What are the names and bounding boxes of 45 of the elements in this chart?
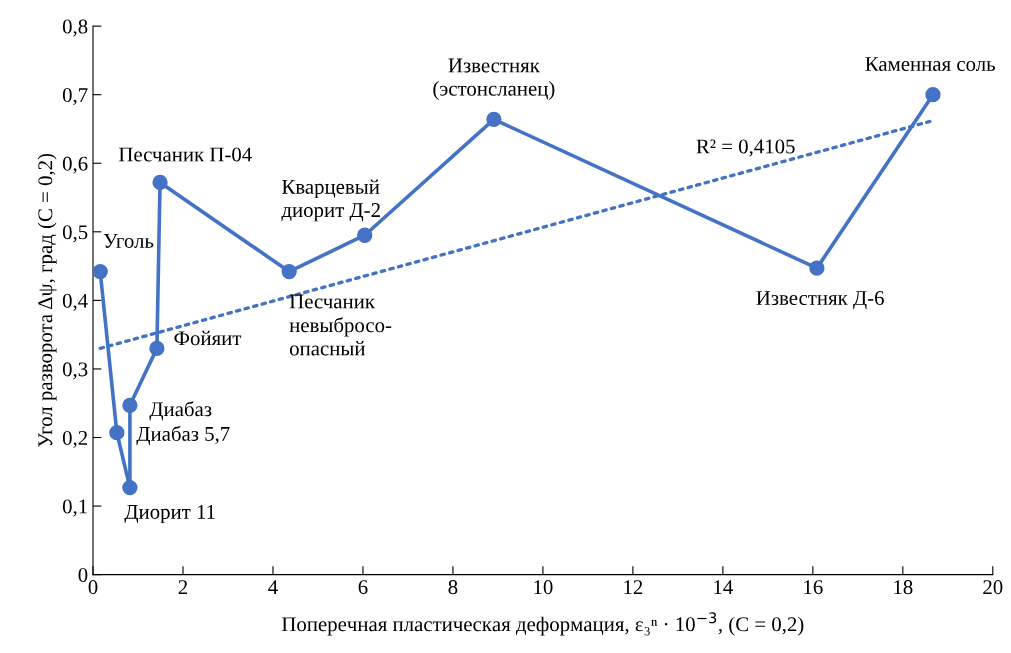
point bbox=[357, 227, 373, 243]
point bbox=[281, 263, 297, 280]
x-tick-label: 0 bbox=[88, 580, 98, 595]
x-tick-label: 2 bbox=[178, 580, 188, 594]
point bbox=[149, 340, 165, 357]
x-tick-label: 20 bbox=[983, 580, 1003, 595]
x-tick-label: 8 bbox=[448, 580, 458, 595]
y-tick-label: 0,8 bbox=[62, 19, 88, 37]
y-tick-label: 0 bbox=[78, 568, 88, 583]
x-tick-label: 12 bbox=[624, 580, 643, 594]
annotation: Кварцевый диорит Д-2 bbox=[281, 179, 380, 222]
point bbox=[152, 174, 168, 191]
point bbox=[122, 397, 138, 413]
point bbox=[93, 263, 108, 280]
x-tick-label: 10 bbox=[534, 580, 553, 595]
x-tick-label: 16 bbox=[804, 580, 823, 595]
annotation: Диорит 11 bbox=[124, 504, 215, 524]
point bbox=[109, 425, 125, 441]
y-tick-label: 0,3 bbox=[62, 362, 88, 380]
annotation: Песчаник невыбросо- опасный bbox=[289, 294, 392, 356]
annotation: Известняк Д-6 bbox=[756, 291, 884, 310]
y-tick-label: 0,2 bbox=[62, 430, 87, 448]
annotation: Фойяит bbox=[174, 330, 242, 346]
annotation: Диабаз 5,7 bbox=[136, 425, 230, 446]
y-tick-label: 0,1 bbox=[62, 499, 87, 517]
annotation: Песчаник П-04 bbox=[118, 147, 252, 162]
x-tick-label: 4 bbox=[268, 580, 278, 594]
point bbox=[925, 87, 941, 103]
x-axis-title: Поперечная пластическая деформация, ε₃ⁿ · 10$^{−3}$, (C = 0,2) bbox=[281, 612, 804, 636]
x-tick-label: 18 bbox=[894, 580, 913, 595]
y-axis-title: Угол разворота Δψ, град (C = 0,2) bbox=[37, 153, 57, 448]
point bbox=[809, 260, 825, 276]
y-tick-label: 0,4 bbox=[62, 293, 88, 311]
point bbox=[486, 111, 502, 128]
point bbox=[122, 479, 138, 496]
annotation: Уголь bbox=[103, 234, 154, 248]
x-tick-label: 6 bbox=[358, 580, 368, 595]
annotation: Известняк (эстонсланец) bbox=[433, 58, 555, 100]
annotation: Диабаз bbox=[149, 401, 212, 421]
annotation: Каменная соль bbox=[865, 57, 995, 72]
y-tick-label: 0,6 bbox=[62, 156, 88, 174]
annotation: R² = 0,4105 bbox=[696, 139, 795, 157]
y-tick-label: 0,5 bbox=[62, 225, 88, 243]
y-tick-label: 0,7 bbox=[62, 88, 88, 106]
x-tick-label: 14 bbox=[714, 580, 733, 594]
